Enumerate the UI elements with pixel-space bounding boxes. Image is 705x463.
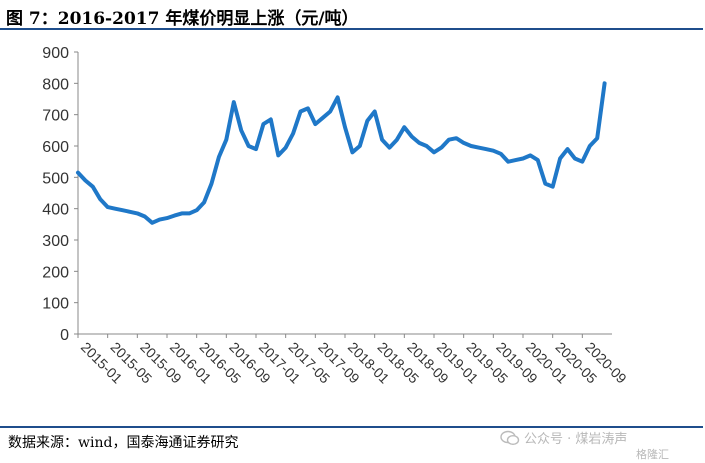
y-tick-label: 800 [42, 76, 69, 93]
y-axis-ticks: 0 100 200 300 400 500 600 700 800 900 [42, 45, 78, 344]
y-tick-label: 400 [42, 202, 69, 219]
line-chart: 0 100 200 300 400 500 600 700 800 900 2015-012015… [42, 45, 630, 387]
watermark: 公众号 · 煤岩涛声 [500, 428, 627, 447]
wechat-icon [500, 430, 520, 445]
y-tick-label: 600 [42, 139, 69, 156]
chart-axes [77, 52, 612, 335]
y-tick-label: 100 [42, 296, 69, 313]
data-source: 数据来源：wind，国泰海通证券研究 [8, 435, 239, 451]
bottom-rule [0, 426, 703, 428]
top-rule [0, 28, 703, 30]
watermark-text: 公众号 · 煤岩涛声 [524, 432, 628, 447]
y-tick-label: 0 [60, 327, 69, 344]
y-tick-label: 300 [42, 233, 69, 250]
coal-price-line [76, 81, 607, 225]
y-tick-label: 700 [42, 108, 69, 125]
watermark-logo: 格隆汇 [636, 448, 669, 461]
x-axis-ticks: 2015-012015-052015-092016-012016-052016-… [77, 334, 630, 387]
y-tick-label: 200 [42, 264, 69, 281]
y-tick-label: 900 [42, 45, 69, 62]
chart-title: 图 7：2016-2017 年煤价明显上涨（元/吨） [6, 9, 359, 29]
y-tick-label: 500 [42, 170, 69, 187]
